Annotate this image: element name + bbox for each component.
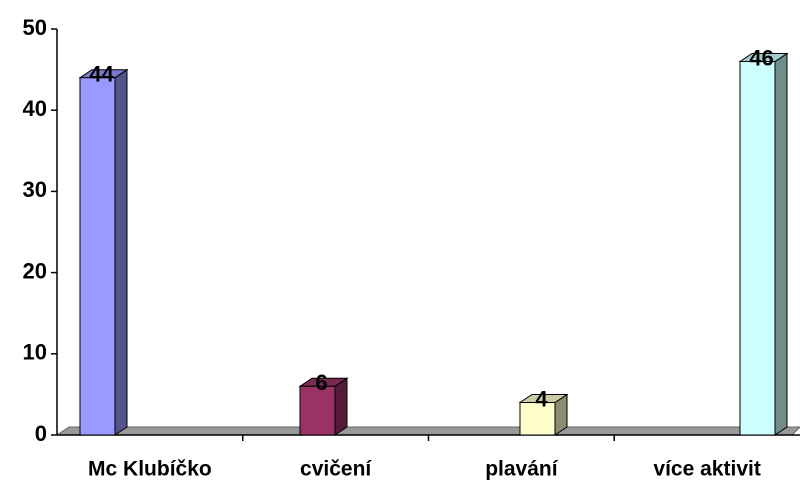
bar [518, 393, 569, 436]
bar [78, 68, 129, 436]
bar-front [79, 77, 116, 436]
value-label: 6 [315, 370, 327, 395]
y-tick-label: 20 [23, 258, 47, 283]
value-label: 4 [535, 386, 548, 411]
floor [55, 426, 800, 436]
x-tick-label: Mc Klubíčko [88, 458, 212, 481]
bar-front [299, 385, 336, 436]
bar-front [519, 402, 556, 436]
x-tick-label: plavání [485, 458, 559, 481]
bar-side [774, 52, 788, 436]
y-tick-label: 30 [23, 177, 47, 202]
y-tick-label: 10 [23, 340, 47, 365]
bar-front [739, 60, 776, 436]
y-tick-label: 0 [35, 421, 47, 446]
bar-side [114, 68, 128, 436]
y-tick-label: 50 [23, 15, 47, 40]
value-label: 46 [749, 45, 773, 70]
bar [738, 52, 789, 436]
x-tick-label: cvičení [300, 458, 372, 481]
bar-side [334, 377, 348, 436]
value-label: 44 [89, 62, 114, 87]
y-tick-label: 40 [23, 96, 47, 121]
bar [298, 377, 349, 436]
x-tick-label: více aktivit [653, 458, 760, 481]
